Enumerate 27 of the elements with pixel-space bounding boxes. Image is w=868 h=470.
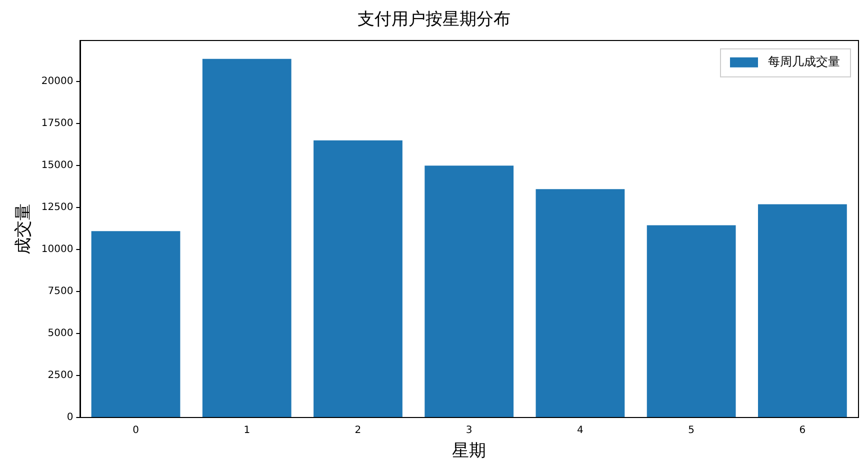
y-tick-label: 17500	[41, 118, 74, 130]
bar	[424, 166, 514, 418]
y-tick-label: 7500	[48, 286, 74, 298]
legend-label: 每周几成交量	[768, 54, 840, 69]
bar	[202, 58, 292, 418]
bar	[758, 204, 847, 418]
chart-title: 支付用户按星期分布	[358, 10, 510, 30]
y-tick-label: 5000	[48, 328, 74, 340]
bar	[646, 225, 736, 418]
x-tick-label: 1	[244, 425, 250, 436]
y-tick-label: 10000	[41, 244, 74, 256]
y-tick-label: 2500	[48, 370, 74, 382]
y-axis-title: 成交量	[14, 204, 34, 254]
y-tick-label: 0	[66, 412, 74, 424]
y-tick-label: 15000	[41, 160, 74, 172]
bar	[314, 140, 402, 418]
x-axis-title: 星期	[452, 441, 486, 462]
x-tick-label: 5	[688, 425, 695, 436]
x-tick-label: 6	[799, 425, 806, 436]
x-tick-label: 0	[132, 425, 139, 436]
x-tick-label: 4	[577, 425, 584, 436]
bar	[91, 231, 180, 418]
y-tick-label: 12500	[41, 202, 74, 214]
bar	[536, 189, 625, 418]
x-tick-label: 3	[466, 425, 472, 436]
y-tick-label: 20000	[41, 76, 74, 88]
x-tick-label: 2	[354, 425, 362, 436]
